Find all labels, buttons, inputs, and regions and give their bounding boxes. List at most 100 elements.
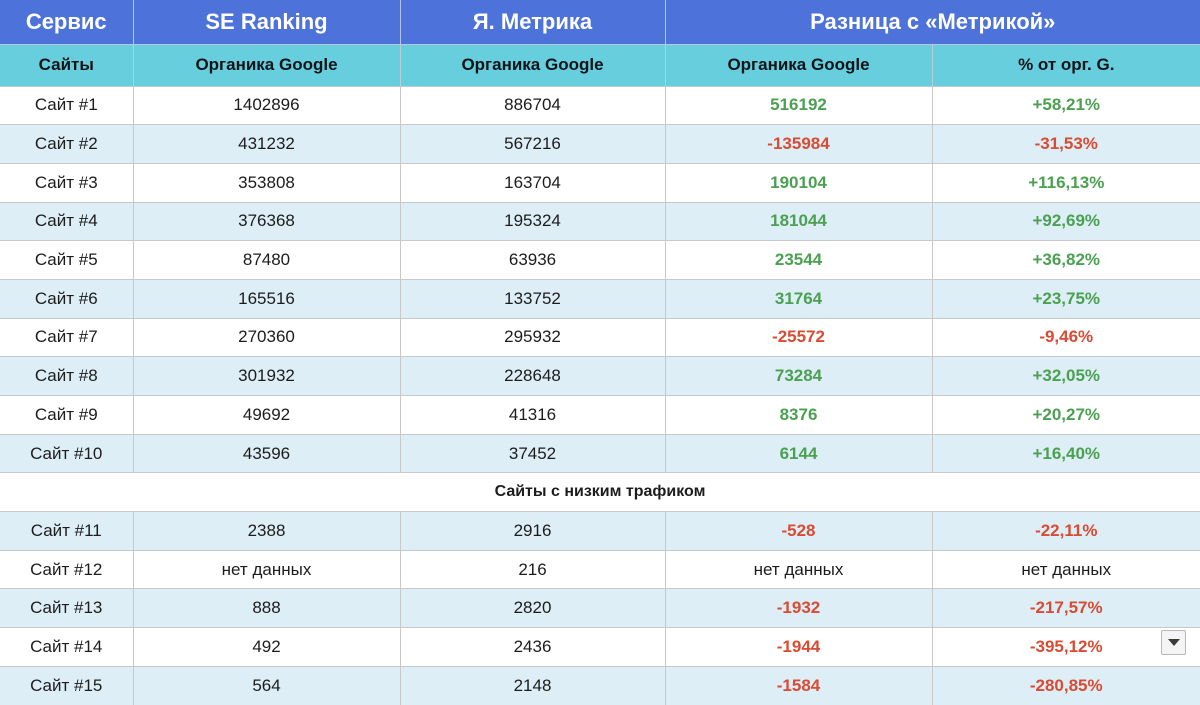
ya-metrika-value: 41316 <box>399 395 666 435</box>
se-ranking-value: 564 <box>132 665 401 705</box>
diff-value: -135984 <box>664 124 933 164</box>
pct-value: +20,27% <box>931 395 1200 435</box>
header-se-ranking: SE Ranking <box>132 0 401 45</box>
site-cell: Сайт #8 <box>0 356 134 396</box>
ya-metrika-value: 37452 <box>399 433 666 474</box>
diff-value: 181044 <box>664 201 933 242</box>
se-ranking-value: 43596 <box>132 433 401 474</box>
se-ranking-value: 431232 <box>132 124 401 164</box>
se-ranking-value: 2388 <box>132 511 401 551</box>
table-row: Сайт #13 888 2820 -1932 -217,57% <box>0 588 1200 629</box>
ya-metrika-value: 133752 <box>399 278 666 319</box>
table-row: Сайт #5 87480 63936 23544 +36,82% <box>0 240 1200 280</box>
se-ranking-value: 888 <box>132 588 401 629</box>
pct-value: +23,75% <box>931 278 1200 319</box>
filter-dropdown-button[interactable] <box>1161 630 1186 655</box>
subheader-sites: Сайты <box>0 43 134 87</box>
se-ranking-value: 353808 <box>132 162 401 203</box>
se-ranking-value: 49692 <box>132 395 401 435</box>
se-ranking-value: 270360 <box>132 317 401 358</box>
ya-metrika-value: 886704 <box>399 85 666 126</box>
table-row: Сайт #6 165516 133752 31764 +23,75% <box>0 278 1200 319</box>
table-row: Сайт #4 376368 195324 181044 +92,69% <box>0 201 1200 242</box>
table-row: Сайт #12 нет данных 216 нет данных нет данны… <box>0 549 1200 590</box>
se-ranking-value: 301932 <box>132 356 401 396</box>
se-ranking-value: 87480 <box>132 240 401 280</box>
pct-value: +92,69% <box>931 201 1200 242</box>
sub-header-row: Сайты Органика Google Органика Google Ор… <box>0 43 1200 87</box>
site-cell: Сайт #3 <box>0 162 134 203</box>
se-ranking-value: 165516 <box>132 278 401 319</box>
site-cell: Сайт #13 <box>0 588 134 629</box>
pct-value: -217,57% <box>931 588 1200 629</box>
table-row: Сайт #1 1402896 886704 516192 +58,21% <box>0 85 1200 126</box>
service-header-row: Сервис SE Ranking Я. Метрика Разница с «… <box>0 0 1200 45</box>
table-row: Сайт #9 49692 41316 8376 +20,27% <box>0 395 1200 435</box>
pct-value: +32,05% <box>931 356 1200 396</box>
pct-value: -22,11% <box>931 511 1200 551</box>
site-cell: Сайт #4 <box>0 201 134 242</box>
diff-value: 516192 <box>664 85 933 126</box>
ya-metrika-value: 567216 <box>399 124 666 164</box>
ya-metrika-value: 2148 <box>399 665 666 705</box>
chevron-down-icon <box>1167 639 1180 646</box>
diff-value: 31764 <box>664 278 933 319</box>
pct-value: нет данных <box>931 549 1200 590</box>
ya-metrika-value: 216 <box>399 549 666 590</box>
diff-value: -1584 <box>664 665 933 705</box>
site-cell: Сайт #5 <box>0 240 134 280</box>
table-row: Сайт #7 270360 295932 -25572 -9,46% <box>0 317 1200 358</box>
se-ranking-value: нет данных <box>132 549 401 590</box>
ya-metrika-value: 228648 <box>399 356 666 396</box>
ya-metrika-value: 163704 <box>399 162 666 203</box>
diff-value: -1932 <box>664 588 933 629</box>
pct-value: +36,82% <box>931 240 1200 280</box>
pct-value: +116,13% <box>931 162 1200 203</box>
site-cell: Сайт #6 <box>0 278 134 319</box>
site-cell: Сайт #14 <box>0 627 134 667</box>
subheader-ya-metrika-metric: Органика Google <box>399 43 666 87</box>
site-cell: Сайт #7 <box>0 317 134 358</box>
diff-value: 190104 <box>664 162 933 203</box>
subheader-pct-metric: % от орг. G. <box>931 43 1200 87</box>
section-label: Сайты с низким трафиком <box>0 472 1200 513</box>
ya-metrika-value: 2916 <box>399 511 666 551</box>
table-row: Сайт #2 431232 567216 -135984 -31,53% <box>0 124 1200 164</box>
ya-metrika-value: 2820 <box>399 588 666 629</box>
header-service: Сервис <box>0 0 134 45</box>
site-cell: Сайт #11 <box>0 511 134 551</box>
pct-value: +58,21% <box>931 85 1200 126</box>
ya-metrika-value: 195324 <box>399 201 666 242</box>
diff-value: -25572 <box>664 317 933 358</box>
table-row: Сайт #11 2388 2916 -528 -22,11% <box>0 511 1200 551</box>
table-row: Сайт #8 301932 228648 73284 +32,05% <box>0 356 1200 396</box>
se-ranking-value: 376368 <box>132 201 401 242</box>
site-cell: Сайт #9 <box>0 395 134 435</box>
pct-value: -395,12% <box>931 627 1200 667</box>
pct-value: -280,85% <box>931 665 1200 705</box>
header-ya-metrika: Я. Метрика <box>399 0 666 45</box>
pct-value: +16,40% <box>931 433 1200 474</box>
section-row: Сайты с низким трафиком <box>0 472 1200 513</box>
diff-value: нет данных <box>664 549 933 590</box>
subheader-se-ranking-metric: Органика Google <box>132 43 401 87</box>
site-cell: Сайт #12 <box>0 549 134 590</box>
diff-value: 6144 <box>664 433 933 474</box>
table-row: Сайт #15 564 2148 -1584 -280,85% <box>0 665 1200 705</box>
table-row: Сайт #14 492 2436 -1944 -395,12% <box>0 627 1200 667</box>
ya-metrika-value: 295932 <box>399 317 666 358</box>
se-ranking-value: 1402896 <box>132 85 401 126</box>
site-cell: Сайт #2 <box>0 124 134 164</box>
pct-value: -31,53% <box>931 124 1200 164</box>
table-body: Сайт #1 1402896 886704 516192 +58,21% Сайт #2… <box>0 85 1200 705</box>
ya-metrika-value: 63936 <box>399 240 666 280</box>
table-row: Сайт #3 353808 163704 190104 +116,13% <box>0 162 1200 203</box>
se-ranking-value: 492 <box>132 627 401 667</box>
diff-value: -1944 <box>664 627 933 667</box>
ya-metrika-value: 2436 <box>399 627 666 667</box>
site-cell: Сайт #10 <box>0 433 134 474</box>
table-row: Сайт #10 43596 37452 6144 +16,40% <box>0 433 1200 474</box>
site-cell: Сайт #15 <box>0 665 134 705</box>
subheader-diff-metric: Органика Google <box>664 43 933 87</box>
